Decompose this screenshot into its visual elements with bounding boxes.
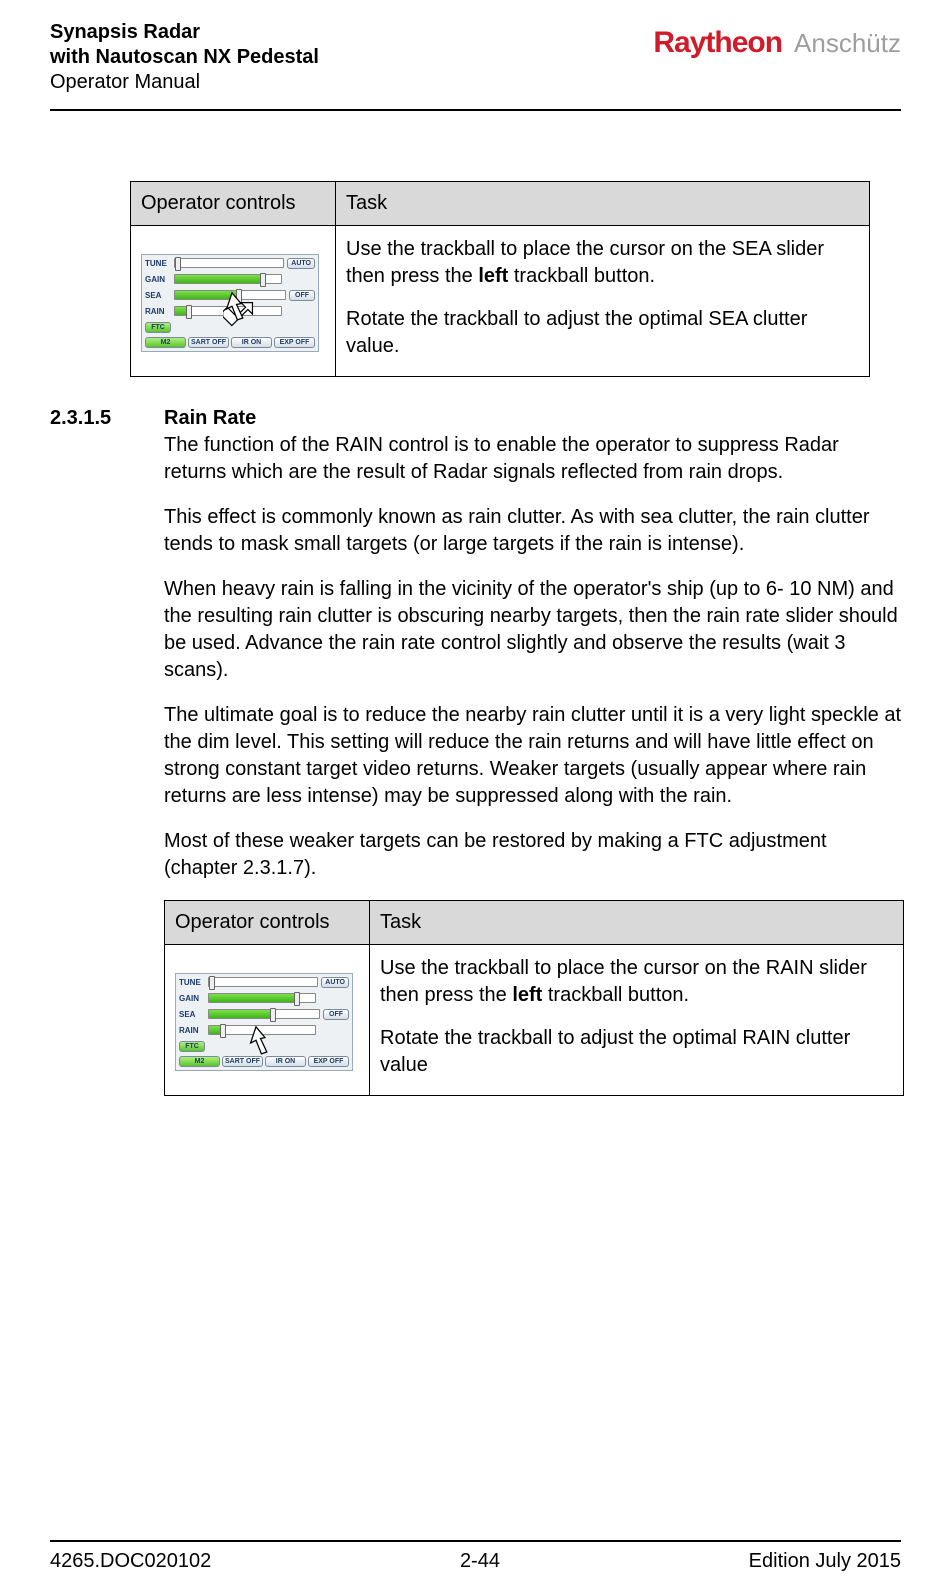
table1-task-p2: Rotate the trackball to adjust the optim… [346, 306, 859, 360]
auto-button-2[interactable]: AUTO [321, 977, 349, 988]
section-number: 2.3.1.5 [50, 407, 130, 1126]
panel1-bottom-row: M2 SART OFF IR ON EXP OFF [142, 335, 318, 351]
m2-button[interactable]: M2 [145, 337, 186, 348]
section-title: Rain Rate [164, 407, 904, 430]
table2-controls-cell: TUNE AUTO GAIN [165, 945, 370, 1096]
off-button-2[interactable]: OFF [323, 1009, 349, 1020]
exp-off-button-2[interactable]: EXP OFF [308, 1056, 349, 1067]
cursor-arrow-icon-2 [247, 1025, 283, 1061]
page-footer: 4265.DOC020102 2-44 Edition July 2015 [50, 1540, 901, 1573]
tune-slider-2[interactable] [208, 977, 318, 987]
header-line-2: with Nautoscan NX Pedestal [50, 45, 319, 70]
sea-label-2: SEA [179, 1010, 205, 1019]
tune-label-2: TUNE [179, 978, 205, 987]
ir-on-button[interactable]: IR ON [231, 337, 272, 348]
table2-header-controls: Operator controls [165, 901, 370, 945]
table1-task-p1: Use the trackball to place the cursor on… [346, 236, 859, 290]
footer-page-number: 2-44 [460, 1550, 500, 1573]
rain-label-2: RAIN [179, 1026, 205, 1035]
panel2-row-tune: TUNE AUTO [176, 974, 352, 990]
gain-label-2: GAIN [179, 994, 205, 1003]
table2-header-task: Task [370, 901, 904, 945]
header-line-3: Operator Manual [50, 70, 319, 95]
tune-label: TUNE [145, 259, 171, 268]
cursor-arrow-icon [223, 291, 259, 327]
section-p5: Most of these weaker targets can be rest… [164, 828, 904, 882]
operator-table-2: Operator controls Task TUNE AUTO [164, 900, 904, 1096]
footer-doc-id: 4265.DOC020102 [50, 1550, 211, 1573]
section-p2: This effect is commonly known as rain cl… [164, 504, 904, 558]
sart-off-button[interactable]: SART OFF [188, 337, 229, 348]
footer-row: 4265.DOC020102 2-44 Edition July 2015 [50, 1550, 901, 1573]
tune-slider[interactable] [174, 258, 284, 268]
ftc-button-2[interactable]: FTC [179, 1041, 205, 1052]
section-p1: The function of the RAIN control is to e… [164, 432, 904, 486]
gain-slider-2[interactable] [208, 993, 316, 1003]
header-logo-block: Raytheon Anschütz [653, 20, 901, 60]
gain-slider[interactable] [174, 274, 282, 284]
table1-task-cell: Use the trackball to place the cursor on… [336, 226, 870, 377]
m2-button-2[interactable]: M2 [179, 1056, 220, 1067]
footer-edition: Edition July 2015 [749, 1550, 901, 1573]
control-panel-wrap-2: TUNE AUTO GAIN [175, 955, 359, 1077]
table2-task-cell: Use the trackball to place the cursor on… [370, 945, 904, 1096]
section-body: Rain Rate The function of the RAIN contr… [164, 407, 904, 1126]
panel2-row-gain: GAIN [176, 990, 352, 1006]
table1-header-task: Task [336, 182, 870, 226]
panel1-row-tune: TUNE AUTO [142, 255, 318, 271]
control-panel-wrap-1: TUNE AUTO GAIN SEA [141, 236, 325, 358]
page-header: Synapsis Radar with Nautoscan NX Pedesta… [50, 20, 901, 95]
header-line-1: Synapsis Radar [50, 20, 319, 45]
anschutz-logo: Anschütz [794, 28, 901, 59]
raytheon-logo: Raytheon [653, 26, 782, 60]
ftc-button[interactable]: FTC [145, 322, 171, 333]
auto-button[interactable]: AUTO [287, 258, 315, 269]
section-rain-rate: 2.3.1.5 Rain Rate The function of the RA… [50, 407, 901, 1126]
page: Synapsis Radar with Nautoscan NX Pedesta… [0, 0, 951, 1591]
panel1-row-gain: GAIN [142, 271, 318, 287]
footer-rule [50, 1540, 901, 1542]
gain-label: GAIN [145, 275, 171, 284]
sea-slider-2[interactable] [208, 1009, 320, 1019]
exp-off-button[interactable]: EXP OFF [274, 337, 315, 348]
table2-task-p1: Use the trackball to place the cursor on… [380, 955, 893, 1009]
panel2-row-sea: SEA OFF [176, 1006, 352, 1022]
sea-label: SEA [145, 291, 171, 300]
rain-label: RAIN [145, 307, 171, 316]
table2-task-p2: Rotate the trackball to adjust the optim… [380, 1025, 893, 1079]
section-p3: When heavy rain is falling in the vicini… [164, 576, 904, 684]
operator-table-1: Operator controls Task TUNE AUTO GA [130, 181, 870, 377]
header-title-block: Synapsis Radar with Nautoscan NX Pedesta… [50, 20, 319, 95]
table1-controls-cell: TUNE AUTO GAIN SEA [131, 226, 336, 377]
section-p4: The ultimate goal is to reduce the nearb… [164, 702, 904, 810]
content-area: Operator controls Task TUNE AUTO GA [50, 111, 901, 1126]
off-button[interactable]: OFF [289, 290, 315, 301]
table1-header-controls: Operator controls [131, 182, 336, 226]
